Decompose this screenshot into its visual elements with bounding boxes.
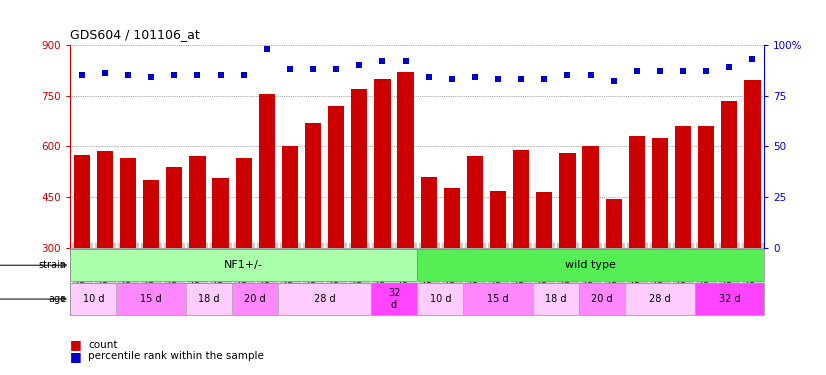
- Text: percentile rank within the sample: percentile rank within the sample: [88, 351, 264, 361]
- Bar: [675, 126, 691, 248]
- Point: [422, 74, 435, 80]
- Point: [283, 66, 297, 72]
- Bar: [305, 123, 321, 248]
- Bar: [582, 146, 599, 248]
- Bar: [695, 283, 764, 315]
- Point: [630, 68, 643, 74]
- Bar: [97, 151, 113, 248]
- Bar: [166, 166, 183, 248]
- Point: [353, 62, 366, 68]
- Text: 20 d: 20 d: [244, 294, 266, 304]
- Text: 18 d: 18 d: [545, 294, 567, 304]
- Text: 28 d: 28 d: [649, 294, 671, 304]
- Bar: [625, 283, 695, 315]
- Text: 28 d: 28 d: [314, 294, 335, 304]
- Point: [121, 72, 135, 78]
- Point: [306, 66, 320, 72]
- Point: [214, 72, 227, 78]
- Bar: [420, 177, 437, 248]
- Bar: [417, 249, 764, 281]
- Point: [491, 76, 505, 82]
- Point: [145, 74, 158, 80]
- Text: 10 d: 10 d: [430, 294, 451, 304]
- Point: [376, 58, 389, 64]
- Point: [98, 70, 112, 76]
- Point: [468, 74, 482, 80]
- Bar: [70, 283, 116, 315]
- Bar: [212, 178, 229, 248]
- Bar: [698, 126, 714, 248]
- Point: [399, 58, 412, 64]
- Bar: [467, 156, 483, 248]
- Bar: [605, 199, 622, 248]
- Text: GDS604 / 101106_at: GDS604 / 101106_at: [70, 28, 200, 41]
- Point: [260, 46, 273, 52]
- Point: [676, 68, 690, 74]
- Bar: [513, 150, 529, 248]
- Bar: [559, 153, 576, 248]
- Text: 15 d: 15 d: [140, 294, 162, 304]
- Point: [168, 72, 181, 78]
- Point: [584, 72, 597, 78]
- Point: [191, 72, 204, 78]
- Bar: [374, 79, 391, 248]
- Text: 18 d: 18 d: [198, 294, 220, 304]
- Bar: [397, 72, 414, 248]
- Point: [700, 68, 713, 74]
- Bar: [328, 106, 344, 248]
- Text: count: count: [88, 340, 118, 350]
- Bar: [278, 283, 371, 315]
- Bar: [259, 94, 275, 248]
- Point: [561, 72, 574, 78]
- Point: [723, 64, 736, 70]
- Bar: [116, 283, 186, 315]
- Point: [746, 56, 759, 62]
- Bar: [70, 249, 417, 281]
- Bar: [417, 283, 463, 315]
- Point: [330, 66, 343, 72]
- Text: 32
d: 32 d: [388, 288, 400, 310]
- Bar: [189, 156, 206, 248]
- Text: wild type: wild type: [565, 260, 616, 270]
- Point: [515, 76, 528, 82]
- Point: [538, 76, 551, 82]
- Bar: [351, 89, 368, 248]
- Bar: [490, 191, 506, 248]
- Text: 32 d: 32 d: [719, 294, 740, 304]
- Bar: [371, 283, 417, 315]
- Bar: [235, 158, 252, 248]
- Text: 10 d: 10 d: [83, 294, 104, 304]
- Point: [607, 78, 620, 84]
- Point: [75, 72, 88, 78]
- Bar: [536, 192, 553, 248]
- Bar: [186, 283, 232, 315]
- Text: age: age: [48, 294, 66, 304]
- Text: 15 d: 15 d: [487, 294, 509, 304]
- Text: strain: strain: [38, 260, 66, 270]
- Bar: [120, 158, 136, 248]
- Bar: [579, 283, 625, 315]
- Bar: [463, 283, 533, 315]
- Text: ■: ■: [70, 339, 82, 351]
- Bar: [533, 283, 579, 315]
- Bar: [74, 154, 90, 248]
- Text: ■: ■: [70, 350, 82, 363]
- Bar: [232, 283, 278, 315]
- Bar: [744, 81, 761, 248]
- Bar: [721, 101, 738, 248]
- Text: 20 d: 20 d: [591, 294, 613, 304]
- Point: [445, 76, 458, 82]
- Point: [653, 68, 667, 74]
- Point: [237, 72, 250, 78]
- Bar: [282, 146, 298, 248]
- Bar: [444, 188, 460, 248]
- Text: NF1+/-: NF1+/-: [224, 260, 263, 270]
- Bar: [629, 136, 645, 248]
- Bar: [652, 138, 668, 248]
- Bar: [143, 180, 159, 248]
